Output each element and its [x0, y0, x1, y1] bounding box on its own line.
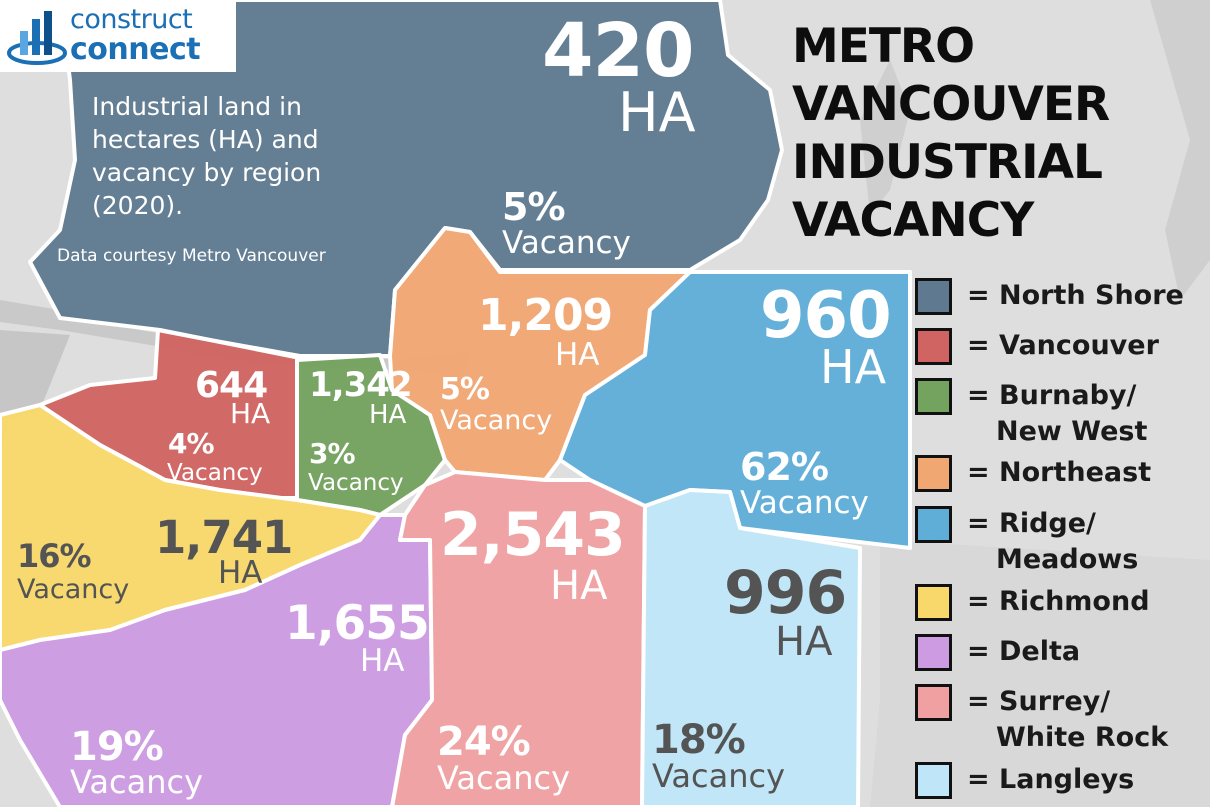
regions — [0, 0, 912, 807]
legend-swatch — [915, 278, 952, 315]
north-shore-vacancy: 5% — [502, 185, 566, 229]
logo-wordmark-top: construct — [70, 4, 193, 35]
legend-label: = Vancouver — [967, 330, 1159, 361]
richmond-ha-unit: HA — [218, 555, 263, 591]
delta-vacancy-word: Vacancy — [70, 763, 204, 801]
langleys-vacancy-word: Vacancy — [652, 757, 786, 795]
richmond-hectares: 1,741 — [155, 511, 293, 564]
burnaby-vacancy: 3% — [309, 437, 356, 470]
title-line-1: METRO — [792, 19, 975, 74]
surrey-vacancy: 24% — [437, 719, 531, 765]
langleys-vacancy: 18% — [652, 717, 746, 763]
legend-swatch — [915, 684, 952, 721]
burnaby-vacancy-word: Vacancy — [308, 470, 404, 496]
legend-label: = North Shore — [967, 280, 1184, 311]
legend-label-line-2: Meadows — [996, 544, 1139, 575]
legend-label: = Langleys — [967, 764, 1135, 795]
legend-label-line-2: White Rock — [996, 722, 1169, 753]
langleys-ha-unit: HA — [775, 619, 833, 665]
logo: construct connect — [0, 0, 236, 72]
northeast-hectares: 1,209 — [478, 290, 613, 341]
richmond-vacancy-word: Vacancy — [17, 574, 130, 605]
surrey-hectares: 2,543 — [440, 500, 626, 570]
northeast-vacancy: 5% — [440, 372, 490, 407]
legend-swatch — [915, 584, 952, 621]
vancouver-vacancy: 4% — [168, 427, 215, 460]
burnaby-hectares: 1,342 — [309, 365, 413, 405]
water-strait — [0, 330, 70, 450]
north-shore-ha-unit: HA — [618, 81, 696, 144]
legend-label: = Surrey/ — [967, 686, 1111, 717]
vancouver-vacancy-word: Vacancy — [167, 460, 263, 486]
legend-swatch — [915, 762, 952, 799]
building-bars-icon — [7, 11, 67, 65]
description-text: Industrial land in hectares (HA) and vac… — [92, 92, 322, 220]
delta-ha-unit: HA — [360, 643, 405, 679]
ridge-meadows-ha-unit: HA — [820, 340, 887, 394]
region-langleys — [640, 488, 862, 807]
legend-label-line-2: New West — [996, 416, 1148, 447]
title-line-4: VACANCY — [792, 193, 1034, 248]
title-line-3: INDUSTRIAL — [792, 135, 1103, 190]
vancouver-ha-unit: HA — [230, 397, 271, 430]
infographic-title: METRO VANCOUVER INDUSTRIAL VACANCY — [792, 18, 1110, 250]
water-bay — [870, 540, 1210, 807]
surrey-ha-unit: HA — [550, 563, 608, 609]
logo-wordmark-bottom: connect — [70, 32, 201, 67]
burnaby-ha-unit: HA — [369, 400, 407, 430]
data-credit: Data courtesy Metro Vancouver — [57, 246, 326, 266]
legend-swatch — [915, 378, 952, 415]
legend-swatch — [915, 328, 952, 365]
legend-swatch — [915, 506, 952, 543]
surrey-vacancy-word: Vacancy — [437, 759, 571, 797]
delta-hectares: 1,655 — [285, 596, 430, 651]
legend-swatch — [915, 455, 952, 492]
vancouver-hectares: 644 — [195, 365, 268, 406]
northeast-vacancy-word: Vacancy — [440, 405, 553, 436]
title-line-2: VANCOUVER — [792, 77, 1110, 132]
legend-swatch — [915, 634, 952, 671]
water-east-river — [1150, 0, 1210, 300]
legend-label: = Ridge/ — [967, 508, 1096, 539]
legend-label: = Burnaby/ — [967, 380, 1137, 411]
north-shore-hectares: 420 — [542, 8, 694, 94]
ridge-meadows-vacancy: 62% — [740, 445, 829, 489]
delta-vacancy: 19% — [70, 724, 164, 770]
water-lake — [860, 60, 910, 215]
langleys-hectares: 996 — [724, 558, 847, 628]
north-shore-vacancy-word: Vacancy — [502, 225, 631, 261]
legend-label: = Delta — [967, 636, 1081, 667]
richmond-vacancy: 16% — [17, 537, 92, 575]
northeast-ha-unit: HA — [555, 337, 600, 373]
ridge-meadows-hectares: 960 — [760, 279, 892, 353]
legend-label: = Northeast — [967, 457, 1152, 488]
region-surrey — [390, 470, 647, 807]
ridge-meadows-vacancy-word: Vacancy — [740, 485, 869, 521]
legend-label: = Richmond — [967, 586, 1150, 617]
